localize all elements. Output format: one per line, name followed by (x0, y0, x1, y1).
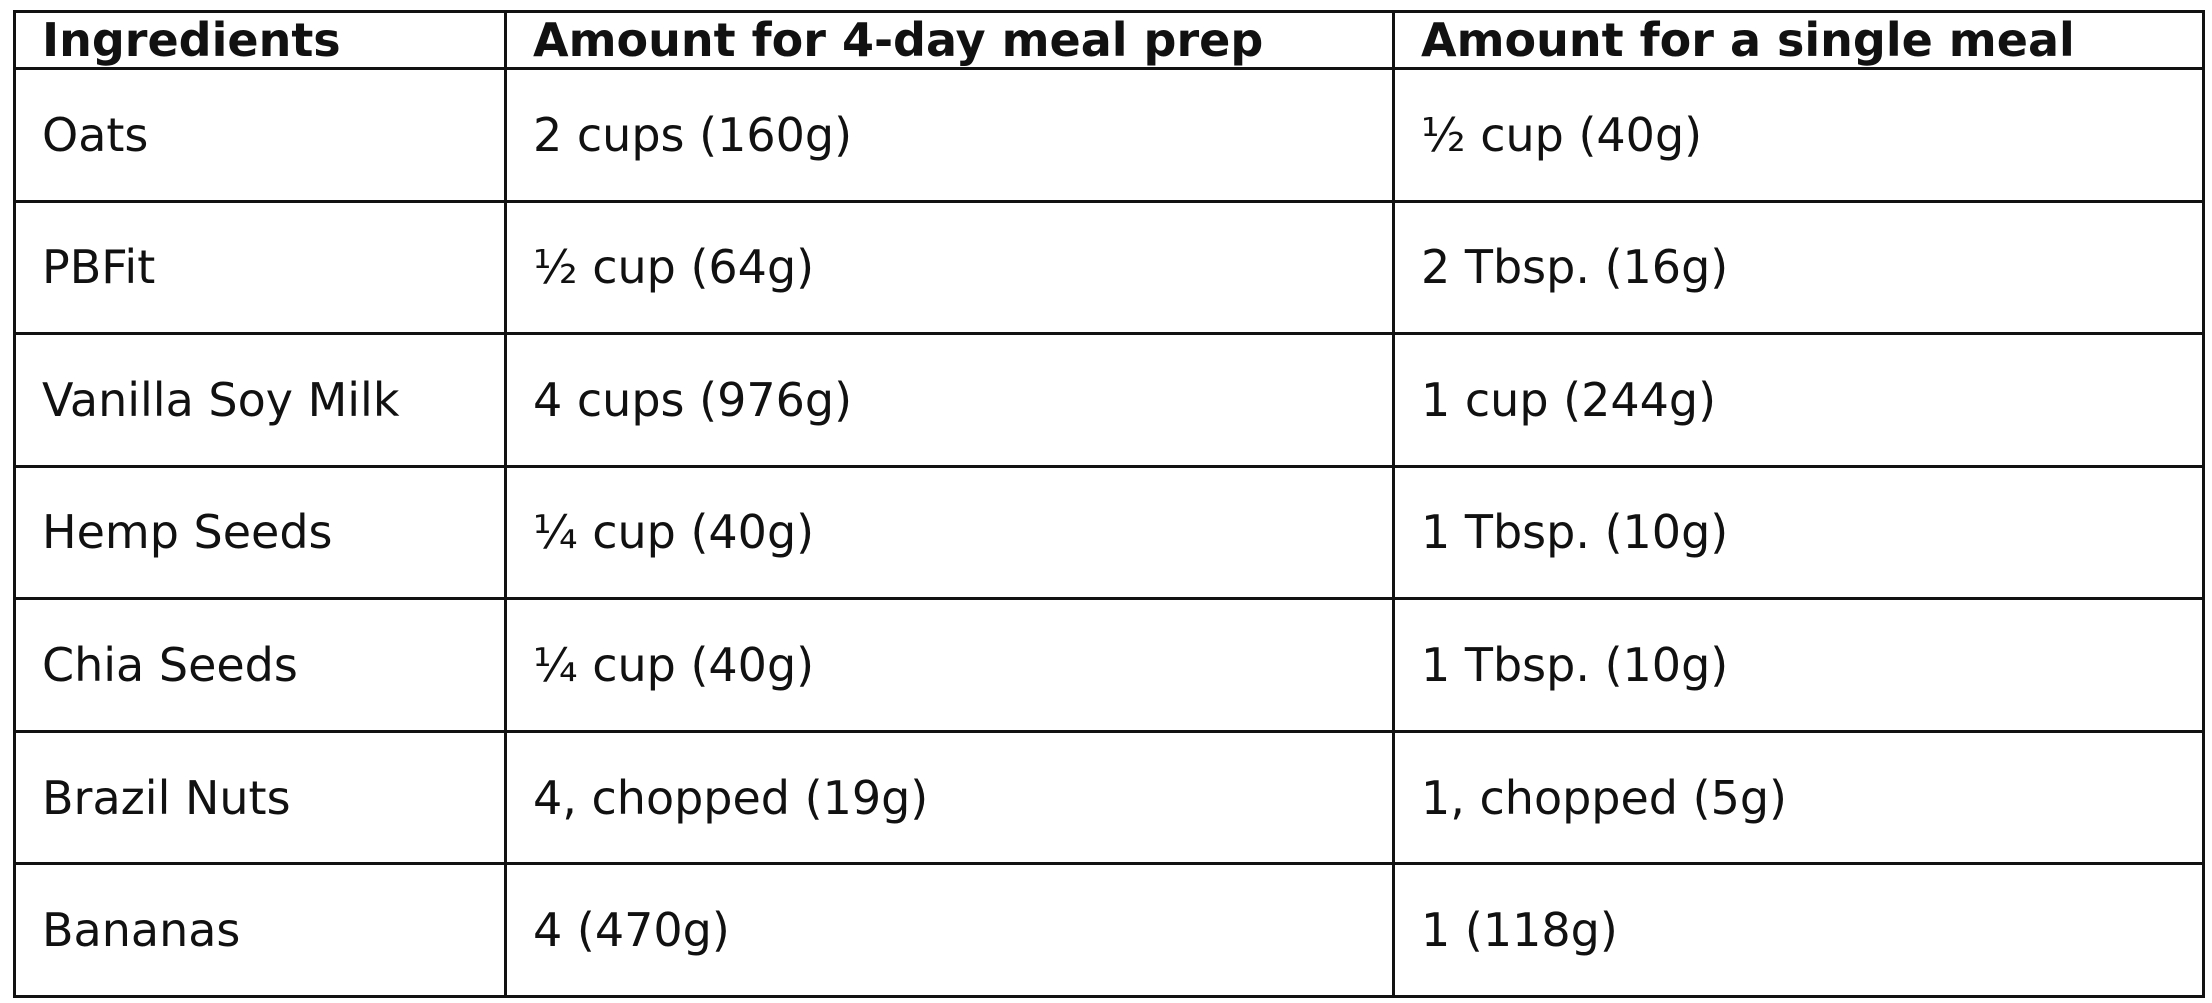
table-row: Brazil Nuts 4, chopped (19g) 1, chopped (5… (13, 729, 2205, 866)
table-row: Hemp Seeds ¼ cup (40g) 1 Tbsp. (10g) (13, 464, 2205, 601)
table-cell: Chia Seeds (13, 597, 507, 733)
header-row: Ingredients Amount for 4-day meal prep Amo… (13, 10, 2205, 70)
table-cell: 2 Tbsp. (16g) (1392, 199, 2205, 336)
table-cell: 1 (118g) (1392, 862, 2205, 998)
table-cell: 4 (470g) (504, 862, 1395, 998)
table-row: Chia Seeds ¼ cup (40g) 1 Tbsp. (10g) (13, 597, 2205, 733)
table-cell: Hemp Seeds (13, 464, 507, 601)
table-cell: Brazil Nuts (13, 729, 507, 866)
table-cell: 2 cups (160g) (504, 67, 1395, 203)
table-cell: Vanilla Soy Milk (13, 332, 507, 468)
table-cell: 1 Tbsp. (10g) (1392, 597, 2205, 733)
table-cell: PBFit (13, 199, 507, 336)
table-body: Oats 2 cups (160g) ½ cup (40g) PBFit ½ cup (… (13, 67, 2205, 998)
table-cell: ¼ cup (40g) (504, 597, 1395, 733)
table-cell: ½ cup (64g) (504, 199, 1395, 336)
table-cell: ¼ cup (40g) (504, 464, 1395, 601)
table-cell: 4 cups (976g) (504, 332, 1395, 468)
table-header: Ingredients Amount for 4-day meal prep Amo… (13, 10, 2205, 70)
header-cell: Ingredients (13, 10, 507, 70)
table-row: Oats 2 cups (160g) ½ cup (40g) (13, 67, 2205, 203)
ingredient-table: Ingredients Amount for 4-day meal prep Amo… (13, 10, 2205, 998)
table-cell: ½ cup (40g) (1392, 67, 2205, 203)
table-cell: Bananas (13, 862, 507, 998)
table-cell: 4, chopped (19g) (504, 729, 1395, 866)
table-cell: 1, chopped (5g) (1392, 729, 2205, 866)
table-row: PBFit ½ cup (64g) 2 Tbsp. (16g) (13, 199, 2205, 336)
table-cell: Oats (13, 67, 507, 203)
table-row: Vanilla Soy Milk 4 cups (976g) 1 cup (244g… (13, 332, 2205, 468)
table-cell: 1 Tbsp. (10g) (1392, 464, 2205, 601)
header-cell: Amount for 4-day meal prep (504, 10, 1395, 70)
table-row: Bananas 4 (470g) 1 (118g) (13, 862, 2205, 998)
header-cell: Amount for a single meal (1392, 10, 2205, 70)
table-cell: 1 cup (244g) (1392, 332, 2205, 468)
